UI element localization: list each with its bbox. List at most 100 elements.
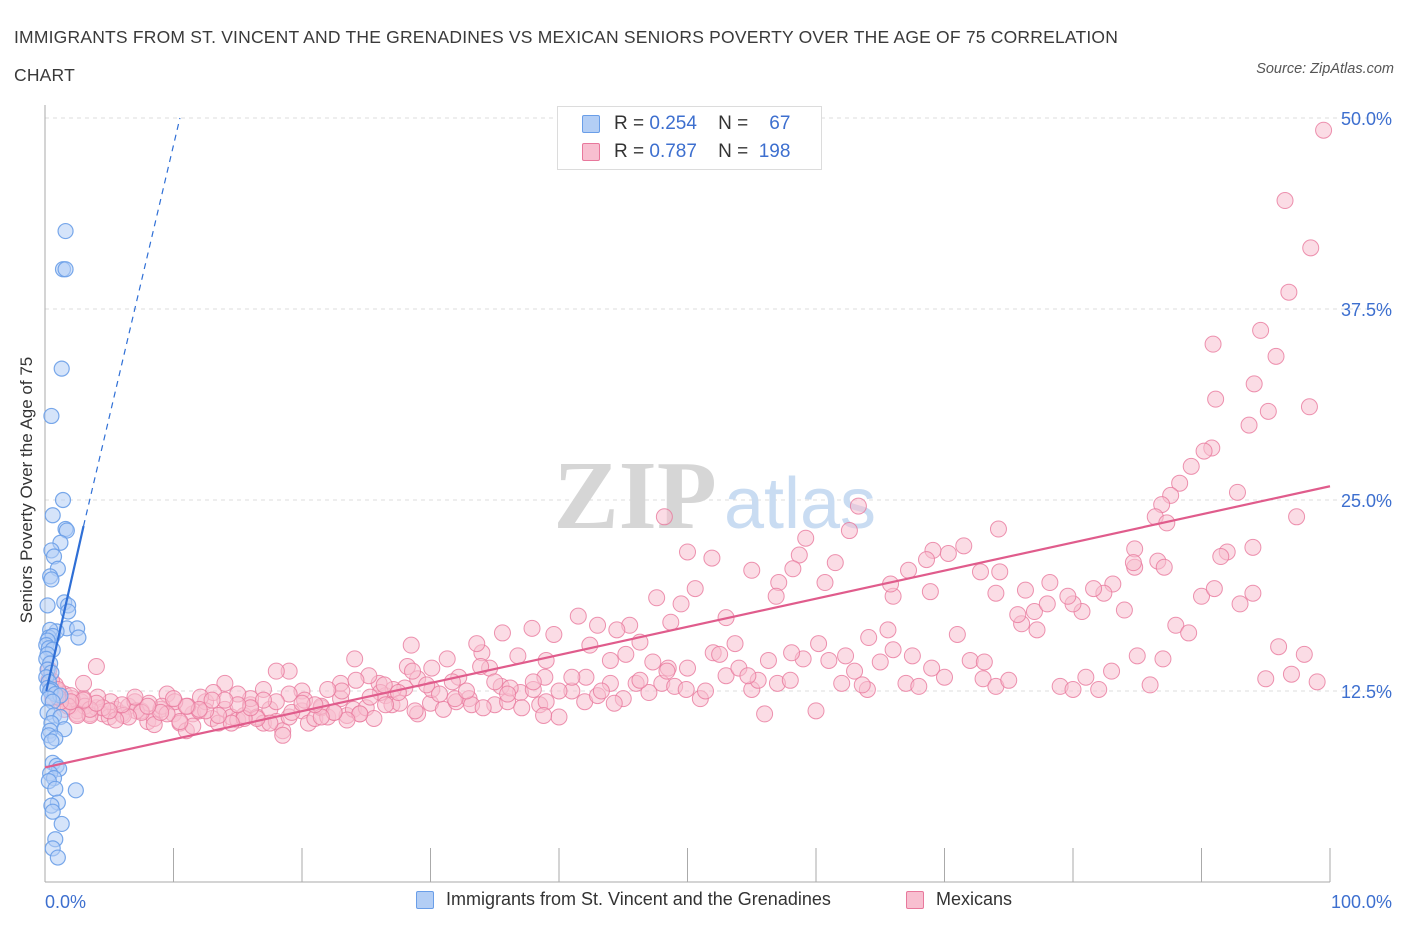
data-point-mexicans — [601, 651, 619, 669]
data-point-mexicans — [402, 636, 420, 654]
data-point-mexicans — [1244, 584, 1262, 602]
data-point-st-vincent — [43, 733, 60, 750]
data-point-st-vincent — [53, 815, 70, 833]
data-point-mexicans — [550, 682, 568, 700]
data-point-mexicans — [1315, 121, 1333, 139]
data-point-mexicans — [1231, 595, 1249, 613]
data-point-mexicans — [499, 685, 517, 703]
data-point-mexicans — [1085, 580, 1103, 598]
legend-row-mexicans: R = 0.787 N = 198 — [582, 139, 790, 165]
watermark: ZIP atlas — [553, 442, 876, 550]
data-point-mexicans — [126, 688, 144, 706]
data-point-mexicans — [987, 584, 1005, 602]
data-point-mexicans — [1205, 580, 1223, 598]
source-label: Source: ZipAtlas.com — [1256, 61, 1394, 77]
data-point-mexicans — [1028, 621, 1046, 639]
data-point-mexicans — [333, 682, 351, 700]
legend-n-label: N = — [718, 141, 749, 162]
data-point-mexicans — [87, 658, 105, 676]
data-point-mexicans — [139, 697, 157, 715]
series-mexicans — [40, 121, 1333, 744]
data-point-mexicans — [770, 574, 788, 592]
data-point-mexicans — [1195, 442, 1213, 460]
trend-line-st-vincent-extended — [82, 117, 181, 527]
axes — [44, 105, 1331, 883]
data-point-mexicans — [640, 684, 658, 702]
data-point-mexicans — [1212, 548, 1230, 566]
data-point-mexicans — [581, 636, 599, 654]
data-point-mexicans — [1245, 375, 1263, 393]
y-tick-label: 25.0% — [1341, 491, 1392, 511]
data-point-mexicans — [936, 668, 953, 686]
data-point-mexicans — [1288, 508, 1306, 526]
x-tick-label: 0.0% — [45, 892, 86, 912]
data-point-mexicans — [423, 659, 441, 677]
data-point-mexicans — [171, 713, 189, 731]
data-point-mexicans — [648, 589, 666, 607]
data-point-mexicans — [717, 667, 735, 685]
data-point-mexicans — [254, 691, 272, 709]
data-point-st-vincent — [53, 360, 70, 377]
data-point-mexicans — [939, 544, 957, 562]
y-tick-label: 37.5% — [1341, 300, 1392, 320]
data-point-mexicans — [846, 662, 864, 680]
data-point-mexicans — [1154, 650, 1172, 668]
data-point-mexicans — [1115, 601, 1133, 619]
bottom-legend-mexicans: Mexicans — [906, 889, 1012, 910]
data-point-mexicans — [853, 676, 871, 694]
data-point-mexicans — [826, 554, 844, 572]
data-point-mexicans — [644, 653, 662, 671]
data-point-st-vincent — [47, 780, 64, 797]
data-point-mexicans — [577, 668, 595, 686]
data-point-mexicans — [468, 635, 486, 653]
data-point-st-vincent — [44, 507, 61, 524]
data-point-mexicans — [1064, 680, 1082, 698]
data-point-st-vincent — [43, 571, 60, 588]
data-point-mexicans — [781, 671, 799, 689]
data-point-mexicans — [524, 673, 542, 691]
data-point-mexicans — [1300, 398, 1318, 416]
data-point-mexicans — [1090, 680, 1108, 698]
data-point-mexicans — [784, 560, 802, 578]
legend-row-st-vincent: R = 0.254 N = 67 — [582, 111, 790, 137]
data-point-mexicans — [677, 680, 695, 698]
data-point-mexicans — [739, 667, 757, 685]
data-point-mexicans — [1038, 595, 1056, 613]
data-point-mexicans — [810, 635, 828, 653]
data-point-mexicans — [1180, 624, 1198, 642]
data-point-mexicans — [921, 583, 939, 601]
data-point-mexicans — [1207, 390, 1225, 408]
bottom-legend-label: Immigrants from St. Vincent and the Gren… — [446, 889, 831, 909]
data-point-mexicans — [486, 673, 504, 691]
data-point-st-vincent — [70, 629, 87, 646]
bottom-legend-st-vincent: Immigrants from St. Vincent and the Gren… — [416, 889, 831, 910]
data-point-mexicans — [807, 702, 825, 720]
data-point-mexicans — [338, 711, 356, 729]
data-point-mexicans — [474, 699, 492, 717]
watermark-zip: ZIP — [553, 442, 716, 550]
legend-swatch-pink — [582, 143, 600, 161]
data-point-mexicans — [569, 607, 587, 625]
grid-lines — [45, 117, 1390, 692]
data-point-mexicans — [743, 561, 761, 579]
trend-line-st-vincent — [45, 525, 85, 692]
data-point-mexicans — [1302, 239, 1320, 257]
data-point-mexicans — [1270, 638, 1288, 656]
data-point-mexicans — [910, 677, 928, 695]
data-point-mexicans — [1059, 587, 1077, 605]
tick-labels: 12.5% 25.0% 37.5% 50.0% 0.0% 100.0% — [45, 109, 1392, 912]
data-point-mexicans — [1077, 668, 1095, 686]
data-point-st-vincent — [39, 597, 56, 614]
data-point-mexicans — [430, 685, 448, 703]
data-point-mexicans — [346, 650, 364, 668]
data-point-mexicans — [1276, 192, 1294, 210]
data-point-mexicans — [837, 647, 855, 665]
data-point-mexicans — [1182, 457, 1200, 475]
data-point-mexicans — [274, 726, 292, 744]
data-point-mexicans — [493, 624, 511, 642]
data-point-mexicans — [75, 674, 93, 692]
data-point-mexicans — [971, 563, 989, 581]
data-point-mexicans — [833, 674, 851, 692]
data-point-mexicans — [974, 670, 992, 688]
